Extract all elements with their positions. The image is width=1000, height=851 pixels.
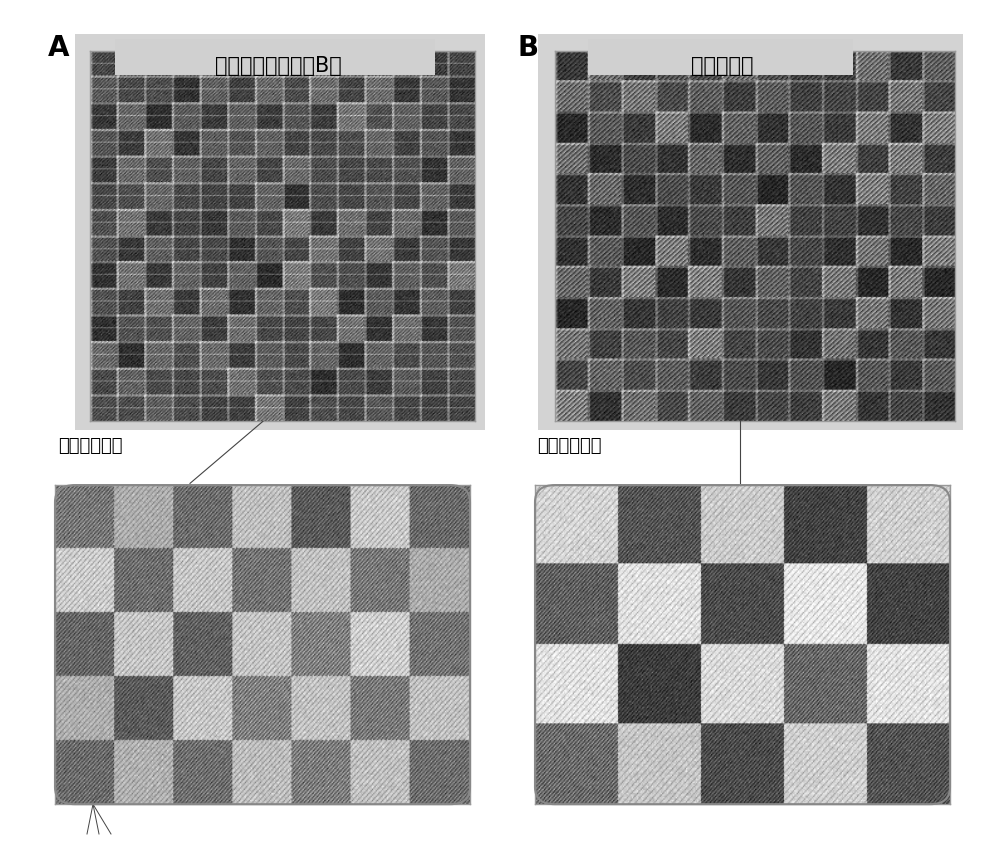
Text: 处理后样品: 处理后样品 (691, 56, 753, 77)
Text: 处理前样品（样品B）: 处理前样品（样品B） (215, 56, 341, 77)
Text: 圈内放大照片: 圈内放大照片 (537, 437, 602, 455)
Text: 圈内放大照片: 圈内放大照片 (58, 437, 122, 455)
Text: B: B (518, 34, 539, 62)
Text: A: A (48, 34, 70, 62)
